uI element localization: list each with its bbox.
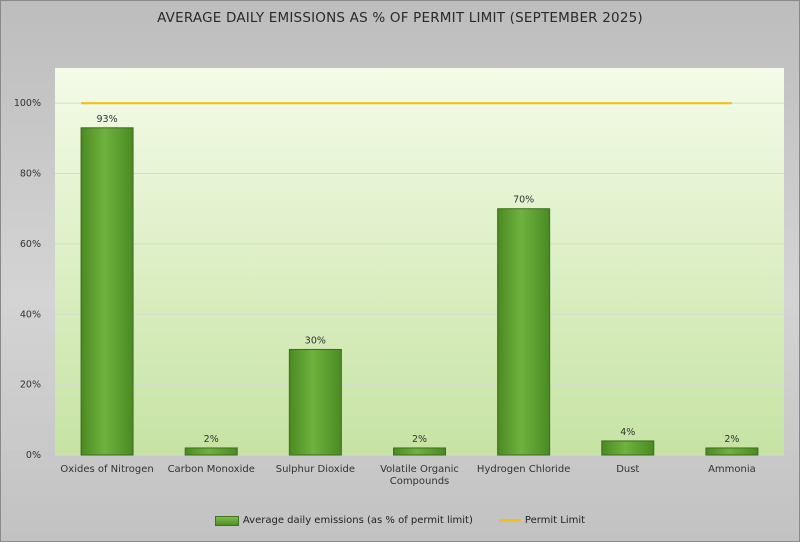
- bar-value-label: 93%: [97, 114, 118, 125]
- bar: [497, 208, 551, 456]
- x-tick-label: Carbon Monoxide: [168, 464, 255, 475]
- x-tick-label: Dust: [616, 464, 639, 475]
- bar: [601, 440, 655, 456]
- x-tick-label: Volatile Organic Compounds: [380, 464, 459, 487]
- legend-swatch-emissions: [214, 515, 239, 526]
- x-tick-label: Oxides of Nitrogen: [60, 464, 153, 475]
- bar-value-label: 2%: [724, 434, 739, 445]
- x-tick-label: Hydrogen Chloride: [477, 464, 570, 475]
- y-tick-label: 60%: [20, 239, 41, 250]
- bar-value-label: 2%: [412, 434, 427, 445]
- bar: [288, 348, 342, 456]
- chart-title: AVERAGE DAILY EMISSIONS AS % OF PERMIT L…: [157, 10, 643, 26]
- legend: Average daily emissions (as % of permit …: [0, 515, 800, 526]
- bar-value-label: 2%: [204, 434, 219, 445]
- bar-value-label: 70%: [513, 195, 534, 206]
- bar-value-label: 30%: [305, 335, 326, 346]
- y-tick-label: 40%: [20, 309, 41, 320]
- y-tick-label: 80%: [20, 169, 41, 180]
- y-tick-label: 0%: [26, 450, 41, 461]
- legend-item-permit-limit: Permit Limit: [498, 515, 586, 526]
- bar: [705, 447, 759, 456]
- legend-item-emissions: Average daily emissions (as % of permit …: [214, 515, 473, 526]
- legend-swatch-permit-limit: [498, 519, 521, 522]
- legend-label-emissions: Average daily emissions (as % of permit …: [242, 515, 473, 526]
- bar: [393, 447, 446, 456]
- x-tick-label: Ammonia: [708, 464, 756, 475]
- x-tick-label: Sulphur Dioxide: [276, 464, 355, 475]
- legend-label-permit-limit: Permit Limit: [524, 515, 586, 526]
- bar: [184, 447, 238, 456]
- y-tick-label: 20%: [20, 380, 41, 391]
- bar-value-label: 4%: [620, 427, 635, 438]
- bar: [80, 127, 134, 456]
- plot-area: [55, 68, 784, 455]
- y-tick-label: 100%: [14, 98, 41, 109]
